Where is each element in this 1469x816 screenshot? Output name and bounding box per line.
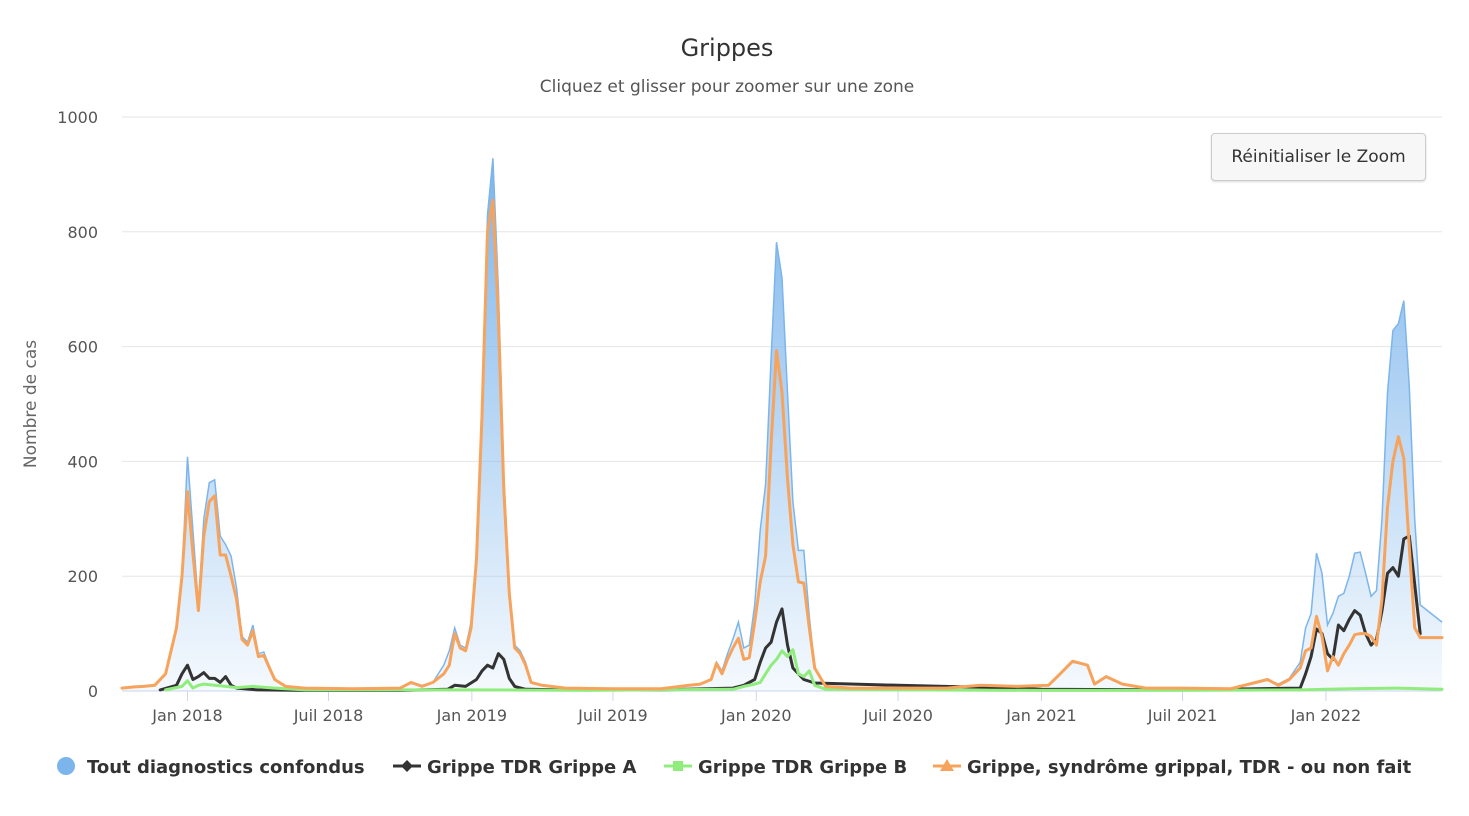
y-axis-ticks: 0 200 400 600 800 1000 (57, 108, 98, 701)
series-line-grippe-b[interactable] (164, 648, 1444, 692)
legend-item[interactable]: Grippe TDR Grippe B (664, 757, 907, 778)
y-tick-label: 0 (88, 682, 98, 701)
legend-square-icon (673, 761, 683, 771)
chart-title: Grippes (681, 34, 774, 62)
series-area-tout-diagnostics[interactable] (122, 158, 1442, 692)
legend-triangle-icon (940, 759, 954, 771)
chart-subtitle: Cliquez et glisser pour zoomer sur une z… (540, 77, 915, 97)
x-tick-label: Juil 2019 (577, 706, 648, 725)
x-axis-ticks: Jan 2018 Juil 2018 Jan 2019 Juil 2019 Jan 20… (151, 691, 1361, 725)
x-tick-label: Jan 2021 (1005, 706, 1076, 725)
reset-zoom-button[interactable]: Réinitialiser le Zoom (1211, 133, 1426, 181)
legend-label: Tout diagnostics confondus (87, 757, 365, 778)
y-tick-label: 800 (67, 223, 98, 242)
y-tick-label: 600 (67, 338, 98, 357)
x-tick-label: Jan 2022 (1290, 706, 1361, 725)
legend-item[interactable]: Grippe, syndrôme grippal, TDR - ou non f… (933, 757, 1412, 778)
legend-item[interactable]: Tout diagnostics confondus (57, 757, 365, 778)
legend-circle-icon (57, 757, 75, 775)
x-tick-label: Jan 2019 (436, 706, 507, 725)
series-layer[interactable] (120, 158, 1444, 692)
legend-label: Grippe, syndrôme grippal, TDR - ou non f… (967, 757, 1412, 778)
x-tick-label: Juil 2020 (862, 706, 933, 725)
y-axis-label: Nombre de cas (21, 340, 41, 468)
y-tick-label: 400 (67, 452, 98, 471)
legend-diamond-icon (401, 760, 413, 772)
legend[interactable]: Tout diagnostics confondus Grippe TDR Gri… (57, 757, 1412, 778)
series-line-syndrome-grippal[interactable] (120, 198, 1444, 691)
x-tick-label: Jan 2020 (720, 706, 791, 725)
x-tick-label: Jan 2018 (151, 706, 222, 725)
x-tick-label: Juil 2021 (1147, 706, 1218, 725)
y-tick-label: 1000 (57, 108, 98, 127)
x-tick-label: Juil 2018 (293, 706, 364, 725)
legend-label: Grippe TDR Grippe B (698, 757, 907, 778)
legend-label: Grippe TDR Grippe A (427, 757, 636, 778)
y-tick-label: 200 (67, 567, 98, 586)
legend-item[interactable]: Grippe TDR Grippe A (393, 757, 636, 778)
